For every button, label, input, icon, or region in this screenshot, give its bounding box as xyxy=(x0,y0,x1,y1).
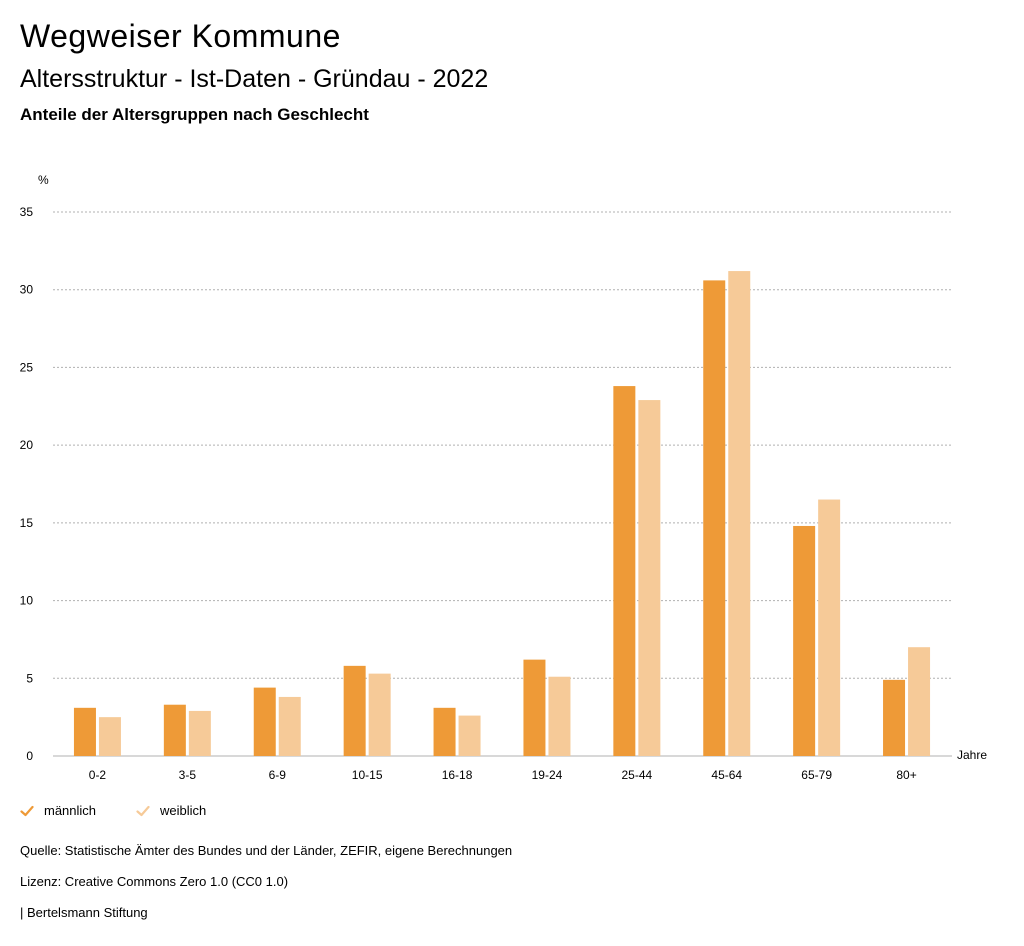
x-axis-label: Jahre xyxy=(957,748,987,762)
source-note: Quelle: Statistische Ämter des Bundes un… xyxy=(20,843,513,858)
bar-maennlich-25-44[interactable] xyxy=(613,386,636,756)
bar-chart: % Jahre 0 5 10 15 20 25 30 35 0-2 3-5 6-9 10-15 16-1… xyxy=(20,173,988,782)
legend: männlich weiblich xyxy=(20,803,246,818)
bar-maennlich-6-9[interactable] xyxy=(253,687,276,756)
y-tick-label: 15 xyxy=(20,516,34,530)
bars xyxy=(73,271,931,756)
x-tick-label: 6-9 xyxy=(269,768,287,782)
bar-maennlich-10-15[interactable] xyxy=(343,665,366,756)
check-icon xyxy=(136,805,150,816)
bar-weiblich-0-2[interactable] xyxy=(98,717,121,756)
legend-item-maennlich[interactable]: männlich xyxy=(20,803,96,818)
y-tick-label: 0 xyxy=(26,749,33,763)
bar-maennlich-45-64[interactable] xyxy=(703,280,726,756)
chart-description: Anteile der Altersgruppen nach Geschlech… xyxy=(20,105,369,124)
x-tick-label: 3-5 xyxy=(179,768,197,782)
bar-weiblich-16-18[interactable] xyxy=(458,715,481,756)
bar-weiblich-45-64[interactable] xyxy=(728,271,751,756)
bar-maennlich-3-5[interactable] xyxy=(163,704,186,756)
bar-weiblich-19-24[interactable] xyxy=(548,676,571,756)
legend-item-weiblich[interactable]: weiblich xyxy=(136,803,206,818)
y-tick-label: 30 xyxy=(20,283,34,297)
x-tick-label: 25-44 xyxy=(621,768,652,782)
bar-maennlich-80+[interactable] xyxy=(883,679,906,756)
x-tick-label: 0-2 xyxy=(89,768,107,782)
x-tick-label: 45-64 xyxy=(711,768,742,782)
bar-weiblich-80+[interactable] xyxy=(908,647,931,756)
x-tick-label: 16-18 xyxy=(442,768,473,782)
legend-label-maennlich: männlich xyxy=(44,803,97,818)
bar-weiblich-3-5[interactable] xyxy=(188,710,211,756)
bar-weiblich-10-15[interactable] xyxy=(368,673,391,756)
bar-maennlich-19-24[interactable] xyxy=(523,659,546,756)
grid-lines xyxy=(53,211,952,757)
bar-maennlich-0-2[interactable] xyxy=(73,707,96,756)
axis-labels: % Jahre 0 5 10 15 20 25 30 35 0-2 3-5 6-9 10-15 16-1… xyxy=(20,173,988,782)
y-tick-label: 20 xyxy=(20,438,34,452)
bar-weiblich-65-79[interactable] xyxy=(818,499,841,756)
y-tick-label: 25 xyxy=(20,360,34,374)
chart-title: Wegweiser Kommune xyxy=(20,18,341,54)
bar-weiblich-6-9[interactable] xyxy=(278,696,301,756)
x-tick-label: 10-15 xyxy=(352,768,383,782)
y-tick-label: 35 xyxy=(20,205,34,219)
y-axis-label: % xyxy=(38,173,49,187)
x-tick-label: 19-24 xyxy=(532,768,563,782)
bar-weiblich-25-44[interactable] xyxy=(638,400,661,756)
y-tick-label: 5 xyxy=(26,671,33,685)
license-note: Lizenz: Creative Commons Zero 1.0 (CC0 1… xyxy=(20,874,289,889)
chart-subtitle: Altersstruktur - Ist-Daten - Gründau - 2… xyxy=(20,65,489,93)
bar-maennlich-16-18[interactable] xyxy=(433,707,456,756)
legend-label-weiblich: weiblich xyxy=(160,803,207,818)
x-tick-label: 80+ xyxy=(896,768,916,782)
bar-maennlich-65-79[interactable] xyxy=(793,525,816,756)
publisher-note: | Bertelsmann Stiftung xyxy=(20,905,148,920)
x-tick-label: 65-79 xyxy=(801,768,832,782)
y-tick-label: 10 xyxy=(20,594,34,608)
check-icon xyxy=(20,805,34,816)
